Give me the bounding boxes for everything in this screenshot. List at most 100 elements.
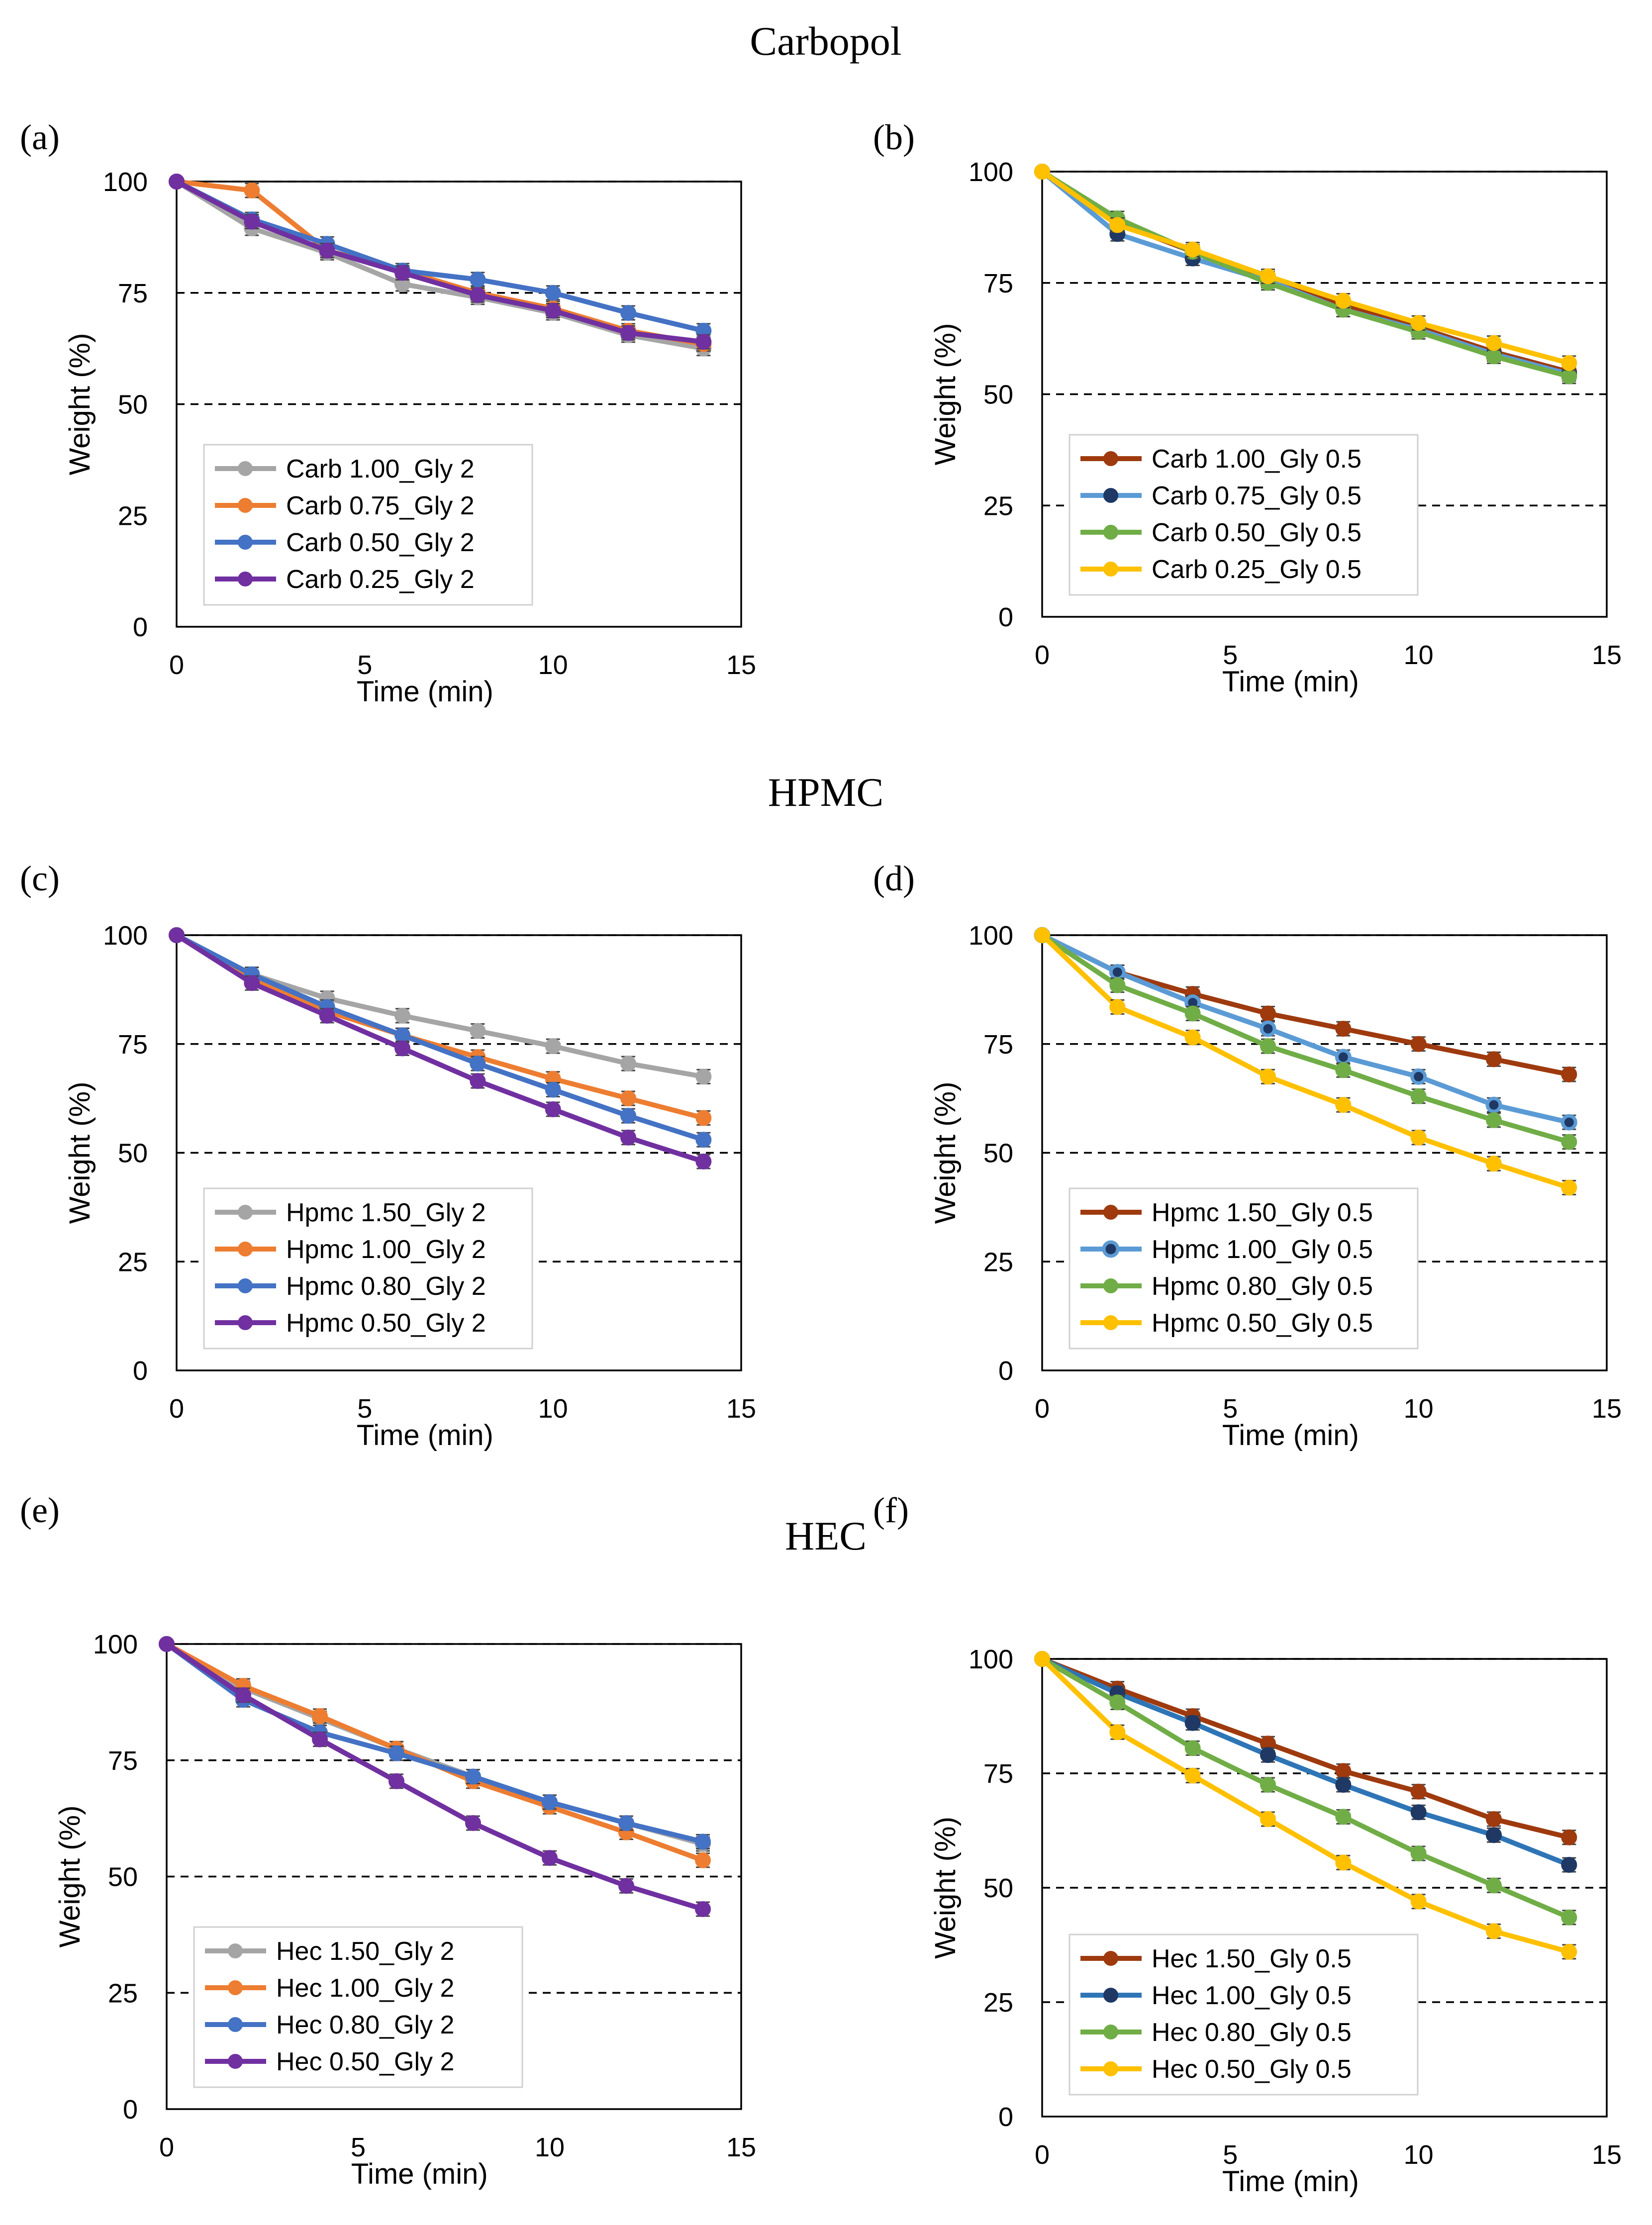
data-point: [1486, 1156, 1502, 1172]
legend-label: Carb 0.25_Gly 2: [286, 565, 475, 594]
data-point: [1260, 1068, 1276, 1085]
data-point: [1184, 1767, 1201, 1784]
series-3: [169, 927, 712, 1169]
data-point: [545, 1081, 561, 1098]
legend-marker: [238, 1278, 253, 1293]
data-point: [1561, 1134, 1577, 1150]
chart-panel-c: (c) 0 25 50 75 100 0 5 10 15 Time (min) Weight (%) H…: [20, 859, 756, 1451]
legend-marker: [228, 2017, 243, 2032]
data-point: [1410, 1845, 1427, 1861]
data-point: [1184, 1029, 1201, 1046]
chart-panel-e: (e) 0 25 50 75 100 0 5 10 15 Time (min) Weight (%) H…: [20, 1490, 756, 2190]
data-point: [1561, 355, 1577, 371]
data-point: [1184, 1005, 1201, 1022]
data-point: [465, 1815, 481, 1831]
legend-label: Hec 0.80_Gly 0.5: [1152, 2018, 1352, 2047]
y-tick-label: 50: [983, 1873, 1013, 1903]
data-point: [1335, 1062, 1352, 1078]
data-point: [545, 285, 561, 301]
data-point: [394, 1007, 410, 1024]
data-point: [1335, 1854, 1352, 1871]
legend-label: Hec 1.50_Gly 2: [276, 1937, 454, 1966]
data-point: [244, 213, 260, 230]
chart-panel-d: (d) 0 25 50 75 100 0 5 10 15 Time (min) Weight (%) H…: [873, 859, 1622, 1451]
legend-label: Carb 0.50_Gly 2: [286, 528, 475, 557]
y-axis-title: Weight (%): [929, 323, 962, 466]
data-point: [1410, 1088, 1427, 1104]
data-point: [1486, 1827, 1502, 1843]
series-3: [1034, 927, 1577, 1196]
series-line: [175, 933, 704, 1143]
data-point: [1561, 368, 1577, 385]
legend-marker: [228, 1943, 243, 1958]
y-tick-label: 50: [983, 1139, 1013, 1168]
legend-label: Hpmc 1.00_Gly 2: [286, 1235, 486, 1264]
data-point: [470, 1073, 486, 1089]
chart-panel-a: (a) 0 25 50 75 100 0 5 10 15 Time (min) Weight (%) C…: [20, 117, 756, 708]
x-tick-label: 15: [1592, 640, 1622, 670]
data-point: [695, 334, 712, 350]
data-point: [620, 325, 636, 341]
data-point: [1410, 1129, 1427, 1146]
x-tick-label: 10: [538, 650, 568, 680]
data-point: [545, 302, 561, 319]
data-point: [312, 1708, 328, 1724]
legend-label: Hpmc 0.80_Gly 0.5: [1152, 1272, 1373, 1301]
data-point: [1561, 1943, 1577, 1960]
y-tick-label: 75: [108, 1746, 138, 1776]
y-tick-label: 75: [118, 279, 148, 308]
series-3: [159, 1636, 711, 1917]
data-point: [1034, 1651, 1050, 1667]
x-tick-label: 5: [351, 2132, 366, 2162]
y-tick-label: 75: [983, 1759, 1013, 1789]
series-line: [1041, 1656, 1570, 1920]
legend-marker: [1103, 1315, 1118, 1330]
data-point: [244, 975, 260, 991]
data-point: [394, 1040, 410, 1057]
legend-marker: [238, 498, 253, 513]
data-point: [1335, 1021, 1352, 1037]
data-point: [620, 1056, 636, 1072]
y-tick-label: 0: [998, 602, 1013, 632]
data-point: [1410, 1036, 1427, 1052]
x-tick-label: 0: [1035, 640, 1050, 670]
y-tick-label: 25: [108, 1978, 138, 2008]
data-point: [1410, 1893, 1427, 1910]
y-tick-label: 100: [969, 157, 1013, 187]
panel-label: (d): [873, 859, 915, 898]
legend-marker: [238, 461, 253, 476]
y-tick-label: 0: [998, 2102, 1013, 2132]
data-point: [1109, 1694, 1126, 1711]
data-point: [620, 1108, 636, 1124]
data-point: [389, 1745, 404, 1761]
series-3: [1034, 1651, 1577, 1960]
data-point: [1184, 241, 1201, 258]
data-point: [1561, 1829, 1577, 1845]
data-point: [695, 1901, 711, 1917]
data-point: [1335, 292, 1352, 309]
series-line: [1040, 1657, 1570, 1954]
data-point: [319, 1007, 335, 1024]
y-axis-title: Weight (%): [64, 1082, 96, 1224]
legend-label: Hec 0.80_Gly 2: [276, 2011, 454, 2039]
y-axis-title: Weight (%): [929, 1817, 962, 1959]
series-line: [175, 179, 704, 345]
series-line: [1040, 933, 1570, 1190]
x-tick-label: 0: [1035, 2140, 1050, 2170]
data-point: [1335, 1049, 1352, 1065]
series-line: [175, 933, 704, 1121]
data-point: [1335, 1763, 1352, 1779]
legend-marker: [1103, 525, 1118, 540]
x-tick-label: 15: [726, 650, 756, 680]
series-3: [1034, 164, 1577, 371]
x-axis-title: Time (min): [1222, 1419, 1359, 1451]
y-tick-label: 0: [998, 1356, 1013, 1386]
group-title-hpmc: HPMC: [768, 770, 883, 815]
data-point: [620, 305, 636, 321]
data-point: [1486, 348, 1502, 365]
y-tick-label: 25: [983, 491, 1013, 521]
x-axis-title: Time (min): [357, 1419, 493, 1451]
legend-marker: [238, 1205, 253, 1220]
x-tick-label: 15: [1592, 2140, 1622, 2170]
x-tick-label: 15: [726, 1394, 756, 1424]
